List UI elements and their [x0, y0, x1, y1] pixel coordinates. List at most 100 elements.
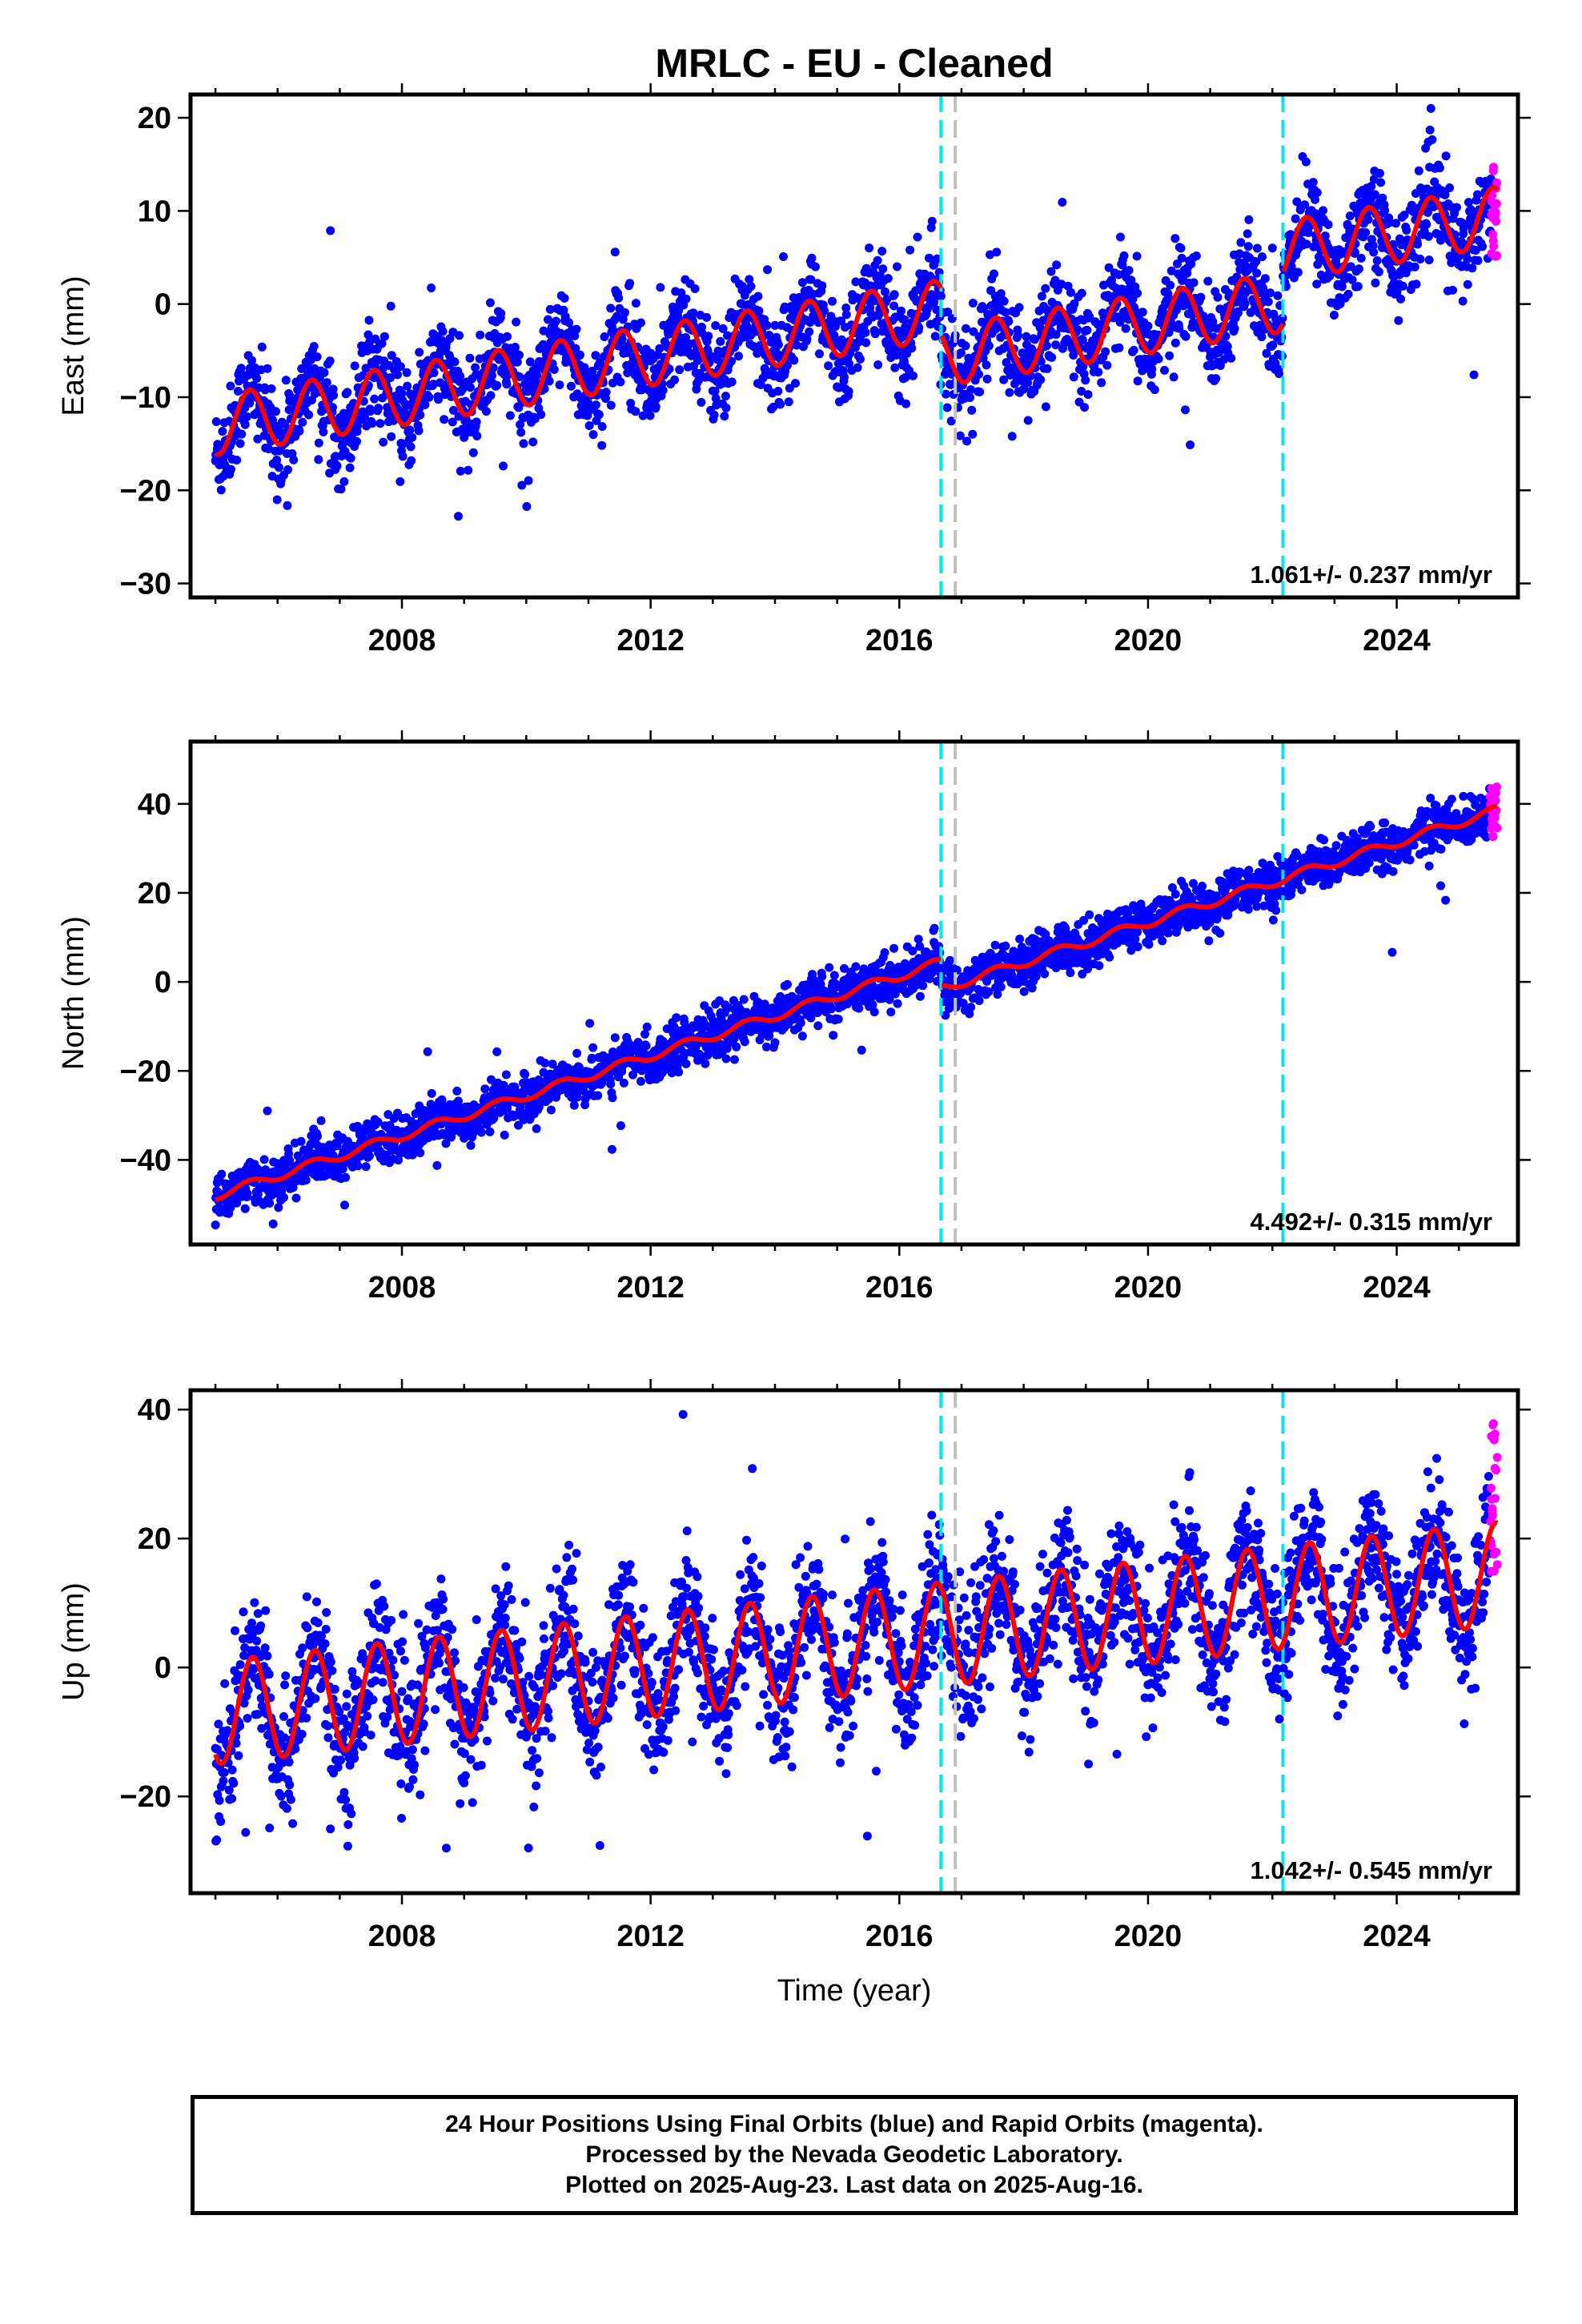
data-point — [845, 359, 854, 368]
data-point — [930, 923, 939, 933]
data-point — [641, 1041, 651, 1051]
data-point — [704, 332, 713, 341]
data-point — [785, 384, 794, 393]
data-point — [873, 255, 882, 265]
data-point — [480, 1084, 490, 1094]
data-point — [352, 436, 361, 446]
data-point — [889, 290, 899, 300]
data-point — [783, 979, 792, 989]
data-point — [694, 376, 704, 385]
data-point — [996, 982, 1006, 991]
data-point — [844, 387, 853, 396]
data-point — [240, 1204, 250, 1213]
data-point — [455, 331, 464, 340]
data-point — [1208, 317, 1218, 327]
data-point — [1273, 291, 1283, 300]
data-point — [797, 278, 807, 287]
data-point — [1133, 376, 1142, 386]
data-point — [655, 344, 665, 353]
data-point — [1464, 198, 1473, 207]
data-point — [366, 407, 375, 416]
data-point — [564, 318, 574, 328]
data-point — [370, 394, 379, 404]
data-point — [1191, 251, 1201, 260]
data-point — [373, 1117, 383, 1127]
data-point — [471, 363, 480, 372]
data-point — [1257, 332, 1267, 342]
data-point — [414, 426, 424, 436]
data-point — [1150, 385, 1159, 395]
data-point — [512, 357, 522, 367]
data-point — [265, 1199, 275, 1208]
data-point — [572, 1048, 582, 1058]
data-point — [364, 316, 374, 325]
data-point — [399, 439, 408, 448]
data-point — [1181, 405, 1190, 415]
data-point — [734, 352, 743, 361]
data-point — [1350, 247, 1359, 257]
data-point — [492, 1047, 502, 1056]
data-point — [263, 1106, 272, 1116]
data-point — [405, 425, 415, 435]
data-point — [1211, 374, 1221, 384]
data-point — [813, 1021, 823, 1031]
data-point — [999, 296, 1009, 306]
data-point — [1478, 242, 1488, 251]
data-point — [1392, 287, 1402, 297]
data-point — [961, 341, 970, 351]
data-point — [1234, 308, 1243, 318]
data-point — [336, 485, 346, 494]
data-point — [1014, 303, 1024, 312]
data-point — [1319, 206, 1327, 215]
data-point — [466, 1140, 476, 1150]
data-point — [1375, 169, 1384, 178]
data-point — [1147, 364, 1157, 374]
data-point — [1094, 368, 1103, 377]
data-point — [1163, 289, 1173, 299]
data-point — [606, 304, 616, 313]
data-point — [1267, 243, 1277, 253]
data-point — [914, 323, 924, 332]
data-point — [966, 1003, 976, 1012]
data-point — [386, 301, 396, 311]
data-point — [505, 411, 515, 420]
data-point — [721, 392, 730, 401]
data-point — [930, 332, 940, 341]
data-point — [283, 501, 292, 510]
data-point — [1458, 296, 1468, 306]
data-point — [424, 392, 434, 402]
data-point — [267, 384, 276, 393]
data-point — [769, 402, 778, 412]
data-point — [681, 1059, 691, 1068]
data-point — [974, 369, 984, 379]
data-point — [211, 1220, 220, 1230]
data-point — [607, 1144, 616, 1154]
data-point — [675, 365, 685, 375]
data-point — [468, 448, 478, 457]
data-point — [746, 282, 756, 292]
data-point — [805, 327, 814, 336]
data-point — [1069, 372, 1078, 382]
data-point — [365, 1152, 374, 1160]
data-point — [1004, 316, 1014, 326]
data-point — [709, 410, 719, 420]
data-point — [606, 1080, 616, 1089]
data-point — [642, 1022, 652, 1031]
data-point — [807, 253, 817, 263]
data-point — [946, 380, 956, 389]
data-point — [628, 359, 637, 368]
data-point — [901, 399, 911, 408]
data-point — [572, 1092, 582, 1102]
data-point — [476, 330, 485, 340]
data-point — [1425, 125, 1435, 135]
data-point — [697, 397, 706, 407]
data-point — [745, 275, 754, 284]
final-orbit-points-east — [211, 103, 1496, 521]
data-point — [826, 1004, 836, 1014]
rapid-point — [1492, 199, 1501, 208]
y-tick-label: 10 — [138, 195, 171, 228]
data-point — [942, 403, 952, 412]
data-point — [1424, 255, 1434, 265]
data-point — [284, 1149, 294, 1159]
